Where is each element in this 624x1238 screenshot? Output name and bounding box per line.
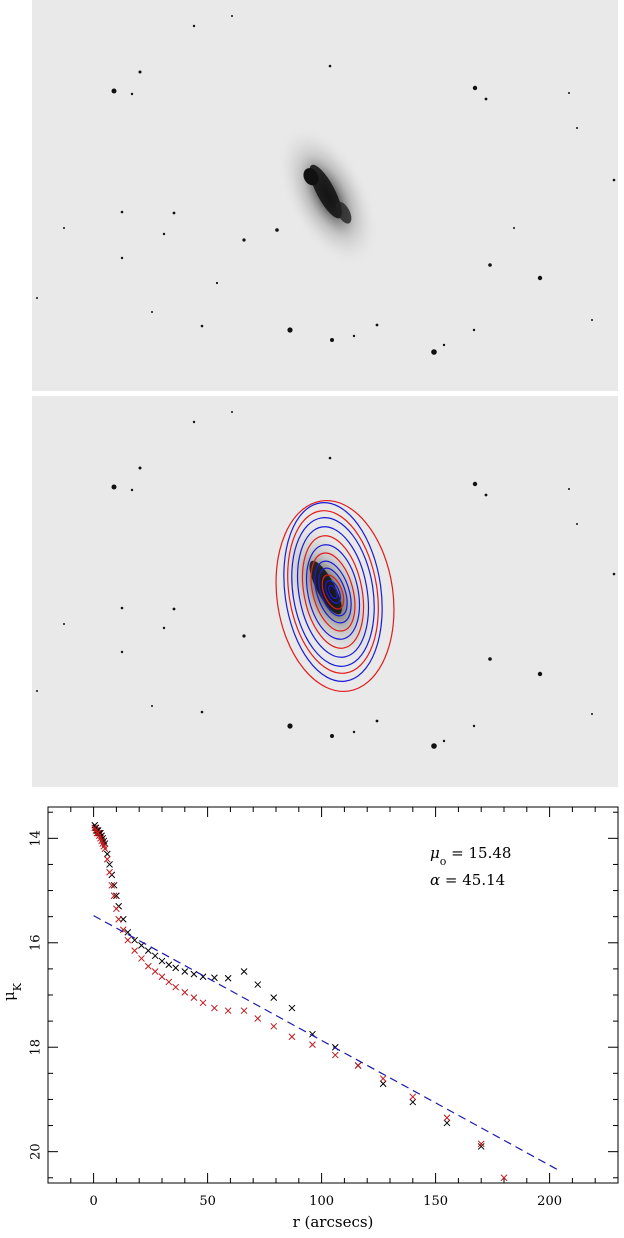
- data-point-red: [119, 926, 127, 934]
- data-point-red: [379, 1075, 387, 1082]
- y-tick-label: 16: [29, 935, 44, 952]
- data-point-red: [409, 1093, 417, 1101]
- x-tick-label: 0: [89, 1194, 97, 1209]
- galaxy: [277, 124, 379, 268]
- data-point-red: [500, 1174, 508, 1182]
- data-point-black: [110, 881, 118, 889]
- data-point-red: [103, 855, 111, 863]
- data-point-black: [240, 968, 248, 975]
- chart-svg: 0 50 100 150 200 14 16 18 20 r (arcsecs) μK μo =…: [0, 806, 619, 1231]
- data-point-red: [477, 1140, 485, 1148]
- data-point-red: [131, 947, 138, 954]
- data-point-red: [106, 868, 113, 876]
- data-point-black: [224, 974, 232, 982]
- data-point-red: [110, 892, 118, 900]
- data-point-red: [158, 973, 166, 981]
- data-point-black: [190, 970, 198, 978]
- data-point-black: [172, 964, 180, 972]
- data-point-red: [224, 1007, 232, 1015]
- data-point-black: [477, 1143, 485, 1150]
- data-point-red: [190, 994, 198, 1001]
- data-point-black: [124, 928, 132, 936]
- y-axis-label: μK: [0, 982, 24, 1001]
- plot-frame: [47, 806, 619, 1184]
- exponential-disk-fit-line: [93, 915, 562, 1173]
- data-point-black: [158, 957, 166, 965]
- data-point-red: [165, 978, 173, 986]
- data-point-red: [138, 955, 145, 962]
- axis-ticks: [47, 807, 619, 1183]
- data-point-black: [113, 892, 120, 900]
- y-tick-label: 14: [29, 830, 44, 847]
- data-point-red: [288, 1033, 296, 1041]
- data-point-black: [409, 1098, 417, 1106]
- galaxy-image-panel: [32, 0, 618, 391]
- y-tick-label: 20: [29, 1143, 44, 1160]
- data-point-black: [165, 961, 173, 969]
- x-tick-label: 200: [537, 1194, 562, 1209]
- x-tick-label: 100: [309, 1194, 334, 1209]
- data-point-black: [103, 850, 111, 858]
- x-tick-label: 50: [199, 1194, 216, 1209]
- data-series: [91, 821, 562, 1182]
- data-point-red: [113, 905, 120, 913]
- data-point-red: [254, 1015, 262, 1022]
- data-point-red: [101, 845, 109, 853]
- data-point-red: [309, 1041, 316, 1048]
- data-point-red: [443, 1114, 451, 1122]
- data-point-red: [354, 1062, 362, 1069]
- star-field: [36, 15, 616, 355]
- data-point-black: [181, 968, 189, 975]
- data-point-red: [151, 968, 159, 975]
- data-point-black: [131, 936, 138, 944]
- svg-text:μK: μK: [0, 982, 24, 1001]
- data-point-black: [288, 1004, 296, 1012]
- data-point-red: [124, 936, 132, 944]
- data-point-black: [151, 952, 159, 960]
- data-point-red: [172, 983, 180, 991]
- data-point-red: [240, 1007, 248, 1015]
- axis-tick-labels: 0 50 100 150 200 14 16 18 20: [29, 830, 563, 1209]
- y-tick-label: 18: [29, 1039, 44, 1056]
- data-point-red: [270, 1022, 278, 1030]
- data-point-red: [181, 989, 189, 996]
- fit-annotation: α = 45.14: [430, 871, 505, 889]
- data-point-black: [379, 1080, 387, 1088]
- data-point-black: [106, 861, 113, 868]
- surface-brightness-chart: 0 50 100 150 200 14 16 18 20 r (arcsecs) μK μo =…: [0, 792, 624, 1238]
- data-point-red: [331, 1051, 339, 1059]
- data-point-red: [108, 881, 116, 889]
- fit-annotations: μo = 15.48 α = 45.14: [430, 844, 511, 889]
- galaxy-isophote-panel: [32, 396, 618, 787]
- fit-annotation: μo = 15.48: [430, 844, 511, 868]
- data-point-red: [211, 1004, 218, 1012]
- galaxy-image-with-isophote-ellipses: [36, 411, 616, 749]
- isophote-ellipses: [275, 499, 395, 693]
- x-tick-label: 150: [423, 1194, 448, 1209]
- galaxy-image: [36, 15, 616, 355]
- star-field: [36, 411, 616, 749]
- data-point-black: [254, 981, 262, 988]
- data-point-black: [211, 974, 218, 982]
- data-point-red: [144, 962, 152, 970]
- data-point-black: [270, 994, 278, 1001]
- data-point-black: [144, 947, 152, 954]
- data-point-black: [443, 1119, 451, 1127]
- x-axis-label: r (arcsecs): [293, 1213, 374, 1231]
- data-point-red: [199, 999, 207, 1007]
- data-point-red: [115, 915, 123, 923]
